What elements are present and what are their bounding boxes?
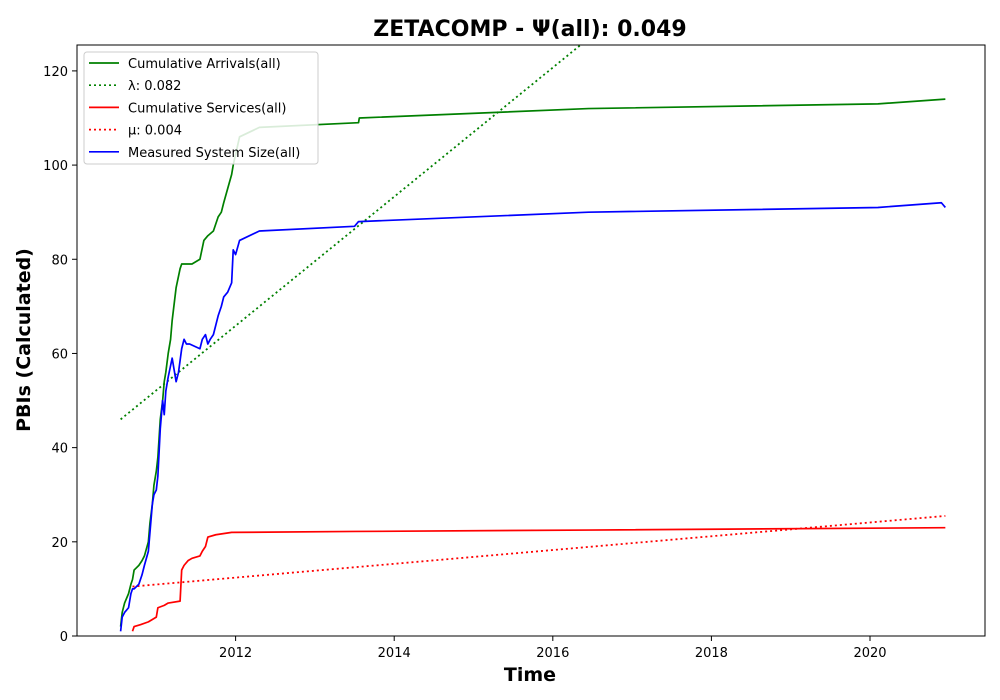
x-tick-label: 2018 xyxy=(695,646,728,661)
chart-title: ZETACOMP - Ψ(all): 0.049 xyxy=(373,17,686,42)
x-axis-label: Time xyxy=(504,664,556,686)
series-line-1 xyxy=(119,98,946,627)
x-tick-label: 2020 xyxy=(853,646,886,661)
y-tick-label: 20 xyxy=(51,536,68,551)
series-line-3 xyxy=(131,526,946,632)
x-tick-label: 2012 xyxy=(219,646,252,661)
y-axis-label: PBIs (Calculated) xyxy=(13,248,35,432)
y-tick-label: 100 xyxy=(43,159,68,174)
legend-label-2: λ: 0.082 xyxy=(128,79,181,94)
series-line-2 xyxy=(120,45,582,421)
series-line-5 xyxy=(119,201,946,632)
y-tick-label: 120 xyxy=(43,65,68,80)
y-tick-label: 40 xyxy=(51,442,68,457)
plot-frame xyxy=(76,44,986,637)
series-line-4 xyxy=(132,515,946,588)
x-tick-label: 2016 xyxy=(536,646,569,661)
y-tick-label: 0 xyxy=(60,630,68,645)
legend-label-3: Cumulative Services(all) xyxy=(128,101,286,116)
legend-label-1: Cumulative Arrivals(all) xyxy=(128,57,281,72)
y-tick-label: 60 xyxy=(51,347,68,362)
legend: Cumulative Arrivals(all) λ: 0.082 Cumulati… xyxy=(83,51,319,165)
legend-label-4: μ: 0.004 xyxy=(128,124,182,139)
y-tick-label: 80 xyxy=(51,253,68,268)
axes-layer: 2012 2014 2016 2018 2020 0 20 40 60 80 100 120 xyxy=(43,44,986,661)
legend-box xyxy=(83,51,319,165)
legend-label-5: Measured System Size(all) xyxy=(128,146,300,161)
x-tick-label: 2014 xyxy=(378,646,411,661)
series-layer xyxy=(119,45,946,632)
